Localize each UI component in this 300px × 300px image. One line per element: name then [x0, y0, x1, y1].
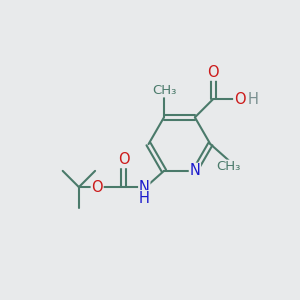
Text: N: N: [190, 164, 200, 178]
Text: O: O: [91, 180, 103, 195]
Text: CH₃: CH₃: [216, 160, 241, 173]
Text: H: H: [248, 92, 259, 106]
Text: H: H: [139, 191, 150, 206]
Text: O: O: [207, 65, 219, 80]
Text: N: N: [139, 180, 150, 195]
Text: CH₃: CH₃: [152, 84, 176, 97]
Text: O: O: [118, 152, 130, 167]
Text: O: O: [234, 92, 245, 106]
